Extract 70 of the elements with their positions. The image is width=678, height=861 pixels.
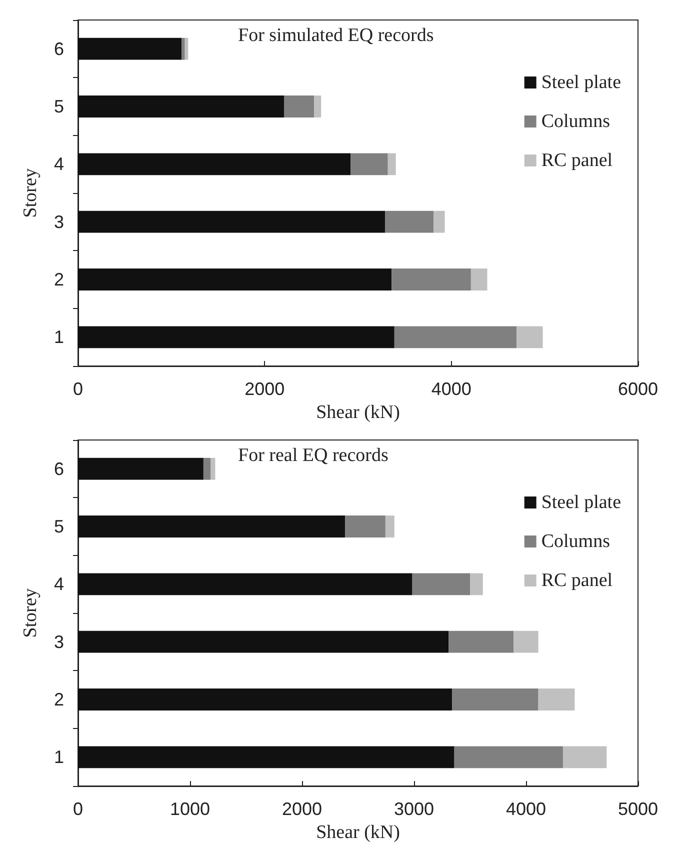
bar [394, 326, 517, 348]
bar [538, 688, 575, 710]
x-axis-title: Shear (kN) [316, 822, 400, 843]
y-tick-label: 3 [54, 632, 64, 652]
bar [454, 746, 563, 768]
x-tick-label: 2000 [244, 379, 285, 399]
bar [562, 746, 607, 768]
bar [514, 630, 538, 653]
bar [78, 746, 454, 768]
x-tick-label: 5000 [618, 799, 658, 819]
legend-label: RC panel [541, 570, 613, 591]
bar [78, 630, 449, 653]
bar [210, 458, 216, 480]
bar [78, 326, 394, 348]
legend-label: Steel plate [541, 72, 622, 93]
bar [78, 268, 392, 290]
y-tick-label: 4 [54, 154, 64, 174]
bar [78, 516, 346, 538]
x-tick-label: 0 [72, 379, 84, 399]
bar [388, 153, 396, 176]
bar [412, 573, 470, 596]
x-tick-label: 4000 [506, 799, 546, 819]
y-tick-label: 1 [54, 747, 64, 768]
bar [470, 268, 488, 290]
bar [203, 458, 211, 480]
bar [78, 458, 204, 480]
x-axis-title: Shear (kN) [316, 402, 400, 423]
legend-label: Columns [541, 531, 610, 552]
bar [392, 268, 471, 290]
bar [284, 96, 314, 118]
y-tick-label: 5 [54, 516, 64, 536]
annotation: For simulated EQ records [238, 25, 434, 46]
annotation: For real EQ records [238, 445, 388, 466]
legend-label: Columns [541, 111, 610, 132]
legend-label: RC panel [541, 150, 613, 171]
y-tick-label: 1 [54, 327, 64, 348]
y-tick-label: 2 [54, 690, 64, 710]
y-axis-title: Storey [20, 588, 41, 638]
x-tick-label: 1000 [170, 799, 210, 819]
x-tick-label: 3000 [394, 799, 434, 819]
x-tick-label: 2000 [282, 799, 322, 819]
bar [385, 210, 434, 233]
y-tick-label: 6 [54, 38, 64, 59]
y-tick-label: 6 [54, 458, 64, 479]
y-tick-label: 2 [54, 270, 64, 290]
bar [78, 573, 412, 596]
y-tick-label: 3 [54, 212, 64, 232]
bar [385, 516, 394, 538]
x-tick-label: 6000 [618, 379, 658, 399]
bar [314, 96, 322, 118]
bar [434, 210, 445, 233]
y-tick-label: 5 [54, 96, 64, 116]
bar [470, 573, 483, 596]
x-tick-label: 0 [72, 799, 84, 819]
x-tick-label: 4000 [431, 379, 472, 399]
y-axis-title: Storey [20, 168, 41, 218]
bar [345, 516, 386, 538]
legend-label: Steel plate [541, 492, 622, 513]
bar [78, 153, 351, 176]
bar [448, 630, 514, 653]
bar [78, 210, 386, 233]
bar [184, 38, 188, 60]
y-tick-label: 4 [54, 574, 64, 594]
bar [182, 38, 185, 60]
bar [78, 38, 182, 60]
bar [452, 688, 538, 710]
bar [350, 153, 388, 176]
bar [78, 96, 284, 118]
bar [516, 326, 543, 348]
bar [78, 688, 452, 710]
